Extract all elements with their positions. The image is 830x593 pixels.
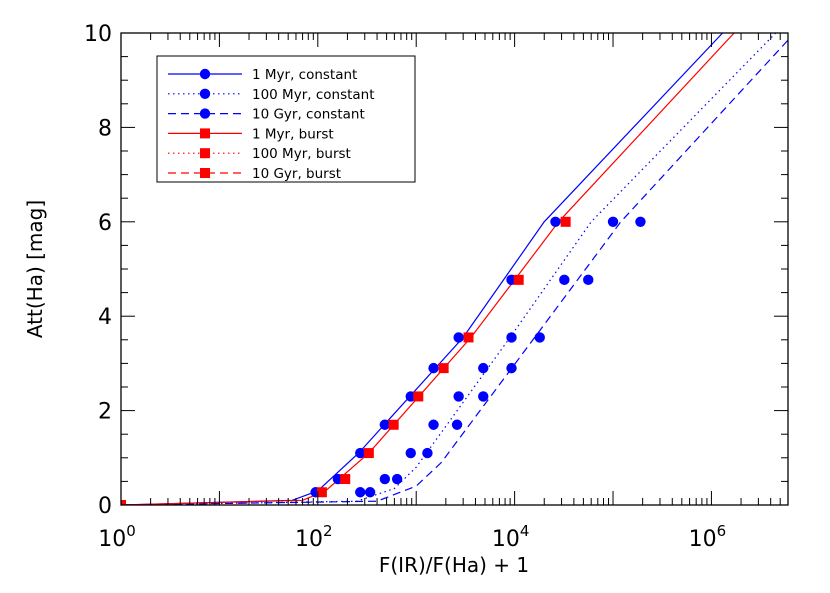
series-4-marker — [438, 363, 449, 374]
y-tick-label: 10 — [84, 22, 112, 47]
series-2-marker — [428, 419, 439, 430]
plot-markers — [121, 216, 646, 505]
legend-marker — [200, 168, 210, 178]
legend-marker — [199, 88, 211, 100]
series-2-marker — [478, 362, 489, 374]
series-3-marker — [451, 419, 463, 430]
series-1-marker — [428, 362, 439, 374]
series-1-marker — [355, 447, 366, 459]
series-2-marker — [607, 216, 619, 227]
legend-label: 10 Gyr, constant — [252, 107, 365, 123]
y-tick-label: 2 — [98, 400, 112, 425]
series-2-marker — [506, 332, 517, 343]
legend-marker — [200, 148, 210, 159]
y-tick-label: 8 — [98, 116, 112, 141]
legend: 1 Myr, constant 100 Myr, constant 10 Gyr, … — [156, 55, 416, 183]
series-3-marker — [583, 274, 594, 286]
series-3-marker — [391, 473, 403, 485]
y-tick-label: 0 — [98, 494, 112, 519]
legend-marker — [199, 68, 211, 80]
series-3-marker — [422, 447, 433, 459]
series-3-marker — [506, 362, 517, 374]
series-4-marker — [560, 216, 571, 227]
x-axis-title: F(IR)/F(Ha) + 1 — [379, 553, 529, 577]
legend-marker — [200, 128, 210, 139]
x-tick-label: 102 — [295, 522, 333, 552]
legend-label: 10 Gyr, burst — [252, 166, 341, 182]
series-2-marker — [355, 487, 366, 498]
series-1-marker — [550, 216, 561, 227]
series-4-marker — [388, 419, 399, 430]
series-2-marker — [453, 391, 464, 402]
series-2-marker — [559, 274, 570, 286]
series-3-marker — [534, 332, 545, 343]
series-line-3 — [121, 39, 788, 505]
series-3-marker — [635, 216, 646, 227]
series-3-marker — [478, 391, 489, 402]
series-4-marker — [363, 448, 374, 459]
y-axis-title: Att(Ha) [mag] — [23, 200, 47, 338]
series-4-marker — [121, 500, 126, 505]
y-axis: 0 2 4 6 8 10 — [84, 22, 788, 519]
series-2-marker — [405, 447, 416, 459]
legend-marker — [199, 108, 211, 119]
legend-box — [156, 55, 416, 183]
series-1-marker — [379, 419, 391, 430]
series-2-marker — [379, 473, 391, 485]
x-axis: 100 102 104 106 — [98, 33, 789, 552]
legend-label: 1 Myr, burst — [252, 126, 334, 142]
series-4-marker — [413, 391, 424, 402]
x-tick-label: 106 — [689, 522, 727, 552]
y-tick-label: 6 — [98, 211, 112, 236]
series-4-marker — [316, 487, 327, 498]
series-1-marker — [453, 332, 464, 343]
legend-label: 100 Myr, constant — [252, 87, 375, 103]
series-4-marker — [463, 332, 474, 343]
x-tick-label: 104 — [492, 522, 530, 552]
y-tick-label: 4 — [98, 305, 112, 330]
series-3-marker — [364, 487, 376, 498]
legend-label: 100 Myr, burst — [252, 146, 351, 162]
series-4-marker — [340, 474, 351, 485]
legend-label: 1 Myr, constant — [252, 67, 357, 83]
x-tick-label: 100 — [98, 522, 136, 552]
series-4-marker — [513, 274, 524, 285]
